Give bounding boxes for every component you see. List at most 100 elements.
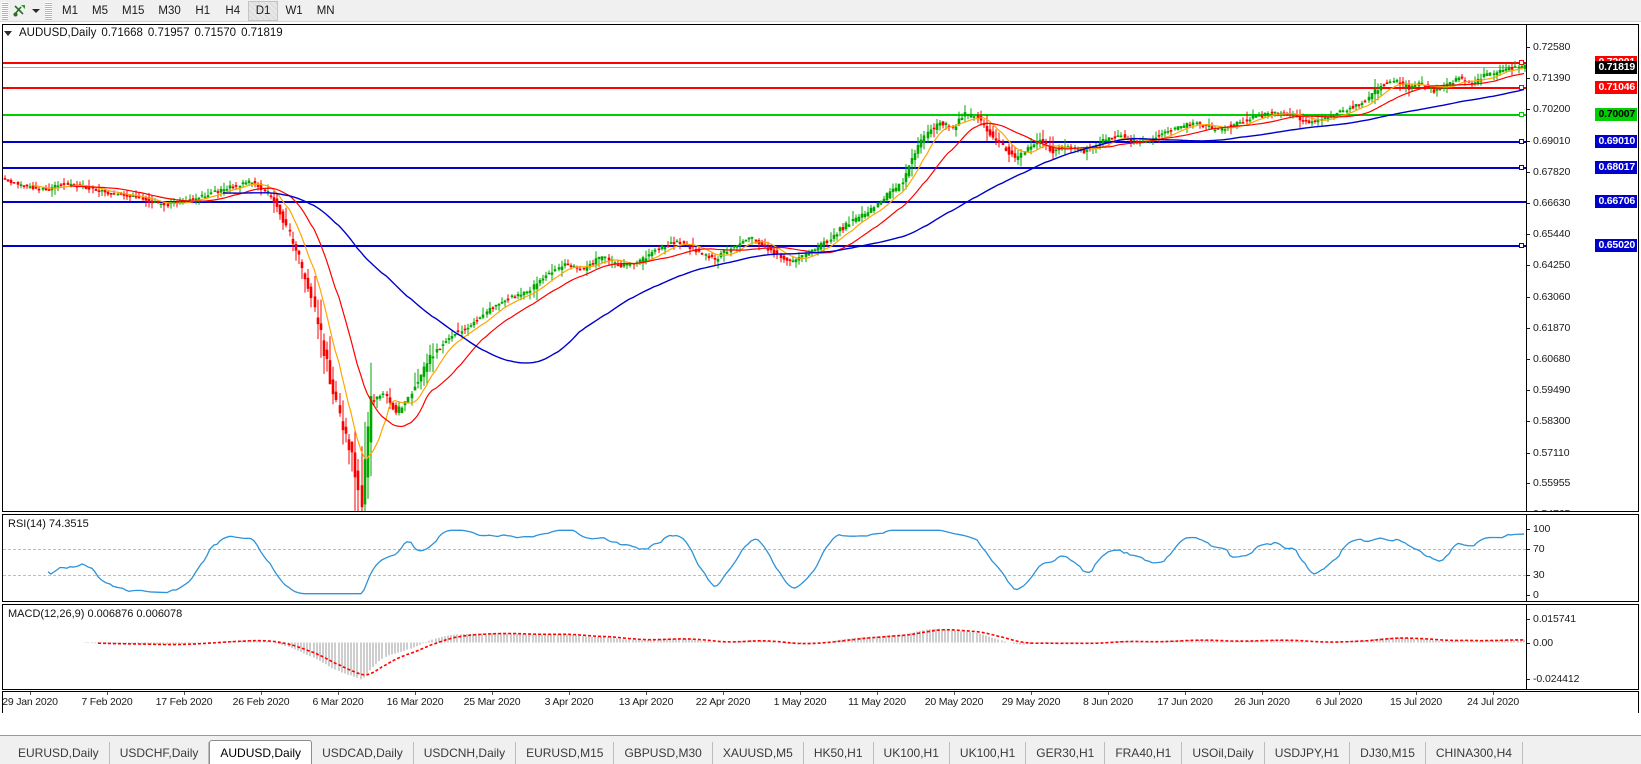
price-chart-pane[interactable]: 0.72580 0.71390 0.70200 0.69010 0.67820 0.666…: [2, 24, 1639, 512]
timeframe-button-m1[interactable]: M1: [62, 4, 78, 17]
date-tick-mark: [1031, 692, 1032, 695]
rsi-scale-divider: [1526, 515, 1527, 601]
chart-collapse-icon[interactable]: [4, 30, 12, 36]
chart-tabs-bar: EURUSD,Daily USDCHF,Daily AUDUSD,Daily USDC…: [0, 735, 1641, 764]
timeframe-button-h1[interactable]: H1: [195, 4, 211, 17]
price-level-handle[interactable]: [1519, 243, 1524, 248]
macd-tick-label: 0.00: [1533, 637, 1554, 649]
chart-tab-gbpusd-m30[interactable]: GBPUSD,M30: [614, 742, 713, 764]
date-tick-mark: [1416, 692, 1417, 695]
chart-tab-ger30-h1[interactable]: GER30,H1: [1026, 742, 1106, 764]
chart-tab-usdcnh-daily[interactable]: USDCNH,Daily: [414, 742, 517, 764]
rsi-indicator-pane[interactable]: 100 70 30 0 RSI(14) 74.3515: [2, 514, 1639, 602]
price-tick-mark: [1527, 47, 1530, 48]
rsi-line-series: [47, 529, 1525, 595]
price-tick-mark: [1527, 265, 1530, 266]
price-scale-divider: [1526, 25, 1527, 511]
macd-tick-mark: [1527, 679, 1530, 680]
chart-tab-eurusd-daily[interactable]: EURUSD,Daily: [8, 742, 110, 764]
price-level-line-0.68017[interactable]: [3, 167, 1526, 169]
chart-tab-usoil-daily[interactable]: USOil,Daily: [1182, 742, 1265, 764]
price-level-handle[interactable]: [1519, 112, 1524, 117]
rsi-tick-label: 70: [1533, 543, 1545, 555]
price-tick-label: 0.58300: [1533, 415, 1571, 427]
rsi-tick-mark: [1527, 549, 1530, 550]
candlestick-series: [3, 61, 1526, 511]
rsi-level-line-30: [3, 575, 1526, 576]
timeframe-button-mn[interactable]: MN: [316, 4, 335, 17]
price-level-line-0.70007[interactable]: [3, 114, 1526, 116]
crosshair-icon[interactable]: [8, 1, 30, 21]
chart-tab-audusd-daily[interactable]: AUDUSD,Daily: [209, 740, 313, 764]
price-tick-label: 0.60680: [1533, 353, 1571, 365]
price-level-line-0.66706[interactable]: [3, 201, 1526, 203]
date-tick-mark: [1262, 692, 1263, 695]
price-tick-label: 0.66630: [1533, 197, 1571, 209]
rsi-tick-mark: [1527, 575, 1530, 576]
price-level-handle[interactable]: [1519, 60, 1524, 65]
chart-tab-uk100-h1[interactable]: UK100,H1: [950, 742, 1027, 764]
price-level-line-0.69010[interactable]: [3, 141, 1526, 143]
price-scale[interactable]: 0.72580 0.71390 0.70200 0.69010 0.67820 0.666…: [1527, 25, 1638, 511]
rsi-tick-mark: [1527, 595, 1530, 596]
timeframe-button-d1[interactable]: D1: [247, 0, 279, 21]
price-plot-area[interactable]: [3, 25, 1526, 511]
rsi-tick-label: 0: [1533, 589, 1539, 601]
macd-plot-area[interactable]: [3, 605, 1526, 689]
price-level-line-0.71046[interactable]: [3, 87, 1526, 89]
price-level-tag-0.66706[interactable]: 0.66706: [1595, 195, 1637, 208]
price-level-tag-0.65020[interactable]: 0.65020: [1595, 239, 1637, 252]
timeframe-button-m5[interactable]: M5: [92, 4, 108, 17]
timeframe-button-m30[interactable]: M30: [158, 4, 181, 17]
chart-tab-uk100-h1[interactable]: UK100,H1: [874, 742, 950, 764]
macd-indicator-pane[interactable]: 0.015741 0.00 -0.024412 MACD(12,26,9) 0.00…: [2, 604, 1639, 690]
price-level-tag-0.70007[interactable]: 0.70007: [1595, 108, 1637, 121]
price-tick-mark: [1527, 297, 1530, 298]
price-tick-label: 0.69010: [1533, 135, 1571, 147]
price-tick-label: 0.55955: [1533, 477, 1571, 489]
date-tick-mark: [30, 692, 31, 695]
date-tick-mark: [1185, 692, 1186, 695]
rsi-level-line-70: [3, 549, 1526, 550]
price-tick-mark: [1527, 359, 1530, 360]
timeframe-button-h4[interactable]: H4: [225, 4, 241, 17]
price-tick-mark: [1527, 141, 1530, 142]
chart-low-value: 0.71570: [194, 27, 237, 39]
price-tick-mark: [1527, 78, 1530, 79]
time-axis[interactable]: 29 Jan 2020 7 Feb 2020 17 Feb 2020 26 Feb 2…: [2, 691, 1639, 713]
chart-tab-dj30-m15[interactable]: DJ30,M15: [1350, 742, 1426, 764]
price-level-tag-0.68017[interactable]: 0.68017: [1595, 161, 1637, 174]
chart-tab-usdcad-daily[interactable]: USDCAD,Daily: [312, 742, 414, 764]
date-tick-mark: [1108, 692, 1109, 695]
price-level-tag-0.71046[interactable]: 0.71046: [1595, 81, 1637, 94]
chart-tab-usdchf-daily[interactable]: USDCHF,Daily: [110, 742, 210, 764]
price-tick-mark: [1527, 234, 1530, 235]
date-tick-mark: [954, 692, 955, 695]
chart-tab-fra40-h1[interactable]: FRA40,H1: [1105, 742, 1183, 764]
chevron-down-icon[interactable]: [30, 1, 42, 21]
chart-header: AUDUSD,Daily 0.71668 0.71957 0.71570 0.7…: [4, 27, 283, 39]
price-tick-label: 0.67820: [1533, 166, 1571, 178]
price-level-tag-0.69010[interactable]: 0.69010: [1595, 135, 1637, 148]
date-axis-label: 26 Jun 2020: [1234, 696, 1290, 708]
toolbar-drag-handle[interactable]: [1, 1, 8, 20]
price-tick-label: 0.61870: [1533, 322, 1571, 334]
date-tick-mark: [646, 692, 647, 695]
chart-tab-usdjpy-h1[interactable]: USDJPY,H1: [1265, 742, 1351, 764]
date-axis-label: 26 Feb 2020: [232, 696, 290, 708]
timeframe-button-m15[interactable]: M15: [122, 4, 145, 17]
price-level-handle[interactable]: [1519, 139, 1524, 144]
price-tick-mark: [1527, 203, 1530, 204]
chart-tab-xauusd-m5[interactable]: XAUUSD,M5: [713, 742, 804, 764]
price-level-line-0.72001[interactable]: [3, 62, 1526, 64]
chart-tab-eurusd-m15[interactable]: EURUSD,M15: [516, 742, 615, 764]
chart-tab-hk50-h1[interactable]: HK50,H1: [804, 742, 874, 764]
date-axis-label: 15 Jul 2020: [1389, 696, 1443, 708]
timeframe-button-w1[interactable]: W1: [285, 4, 303, 17]
date-axis-label: 17 Feb 2020: [155, 696, 213, 708]
chart-tab-china300-h4[interactable]: CHINA300,H4: [1426, 742, 1523, 764]
price-level-handle[interactable]: [1519, 85, 1524, 90]
price-level-handle[interactable]: [1519, 165, 1524, 170]
rsi-plot-area[interactable]: [3, 515, 1526, 601]
price-level-line-0.65020[interactable]: [3, 245, 1526, 247]
